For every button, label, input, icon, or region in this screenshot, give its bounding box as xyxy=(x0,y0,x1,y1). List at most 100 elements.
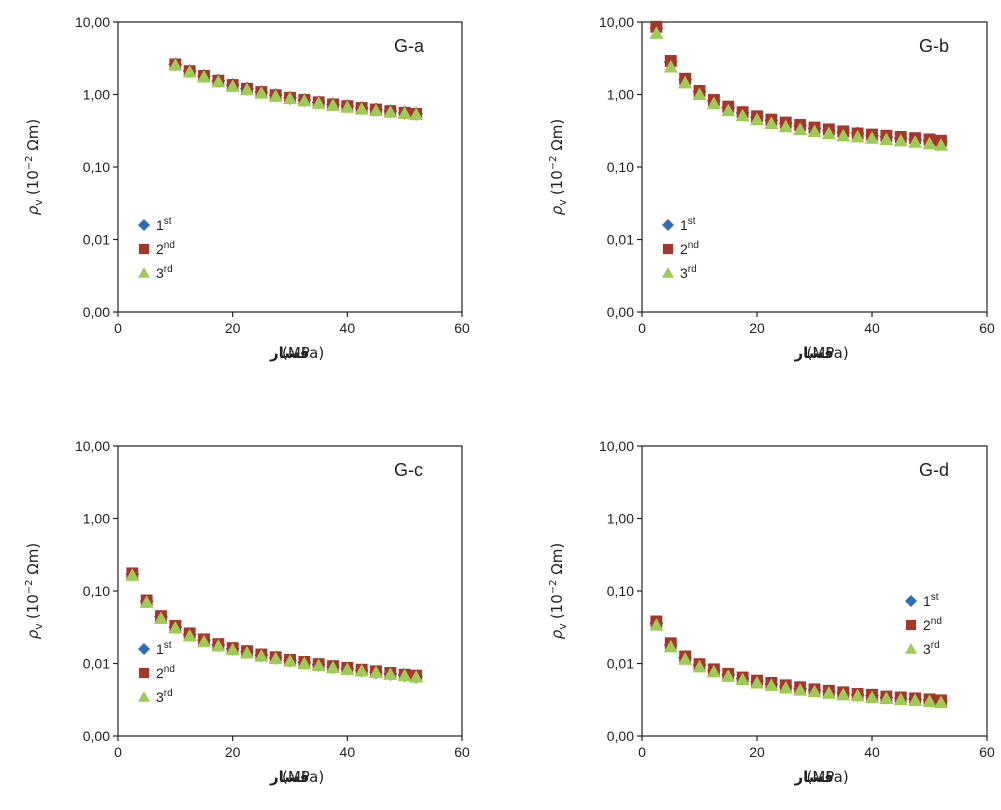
data-point xyxy=(879,691,894,705)
data-point xyxy=(934,138,948,151)
series-3rd xyxy=(649,617,948,709)
data-point xyxy=(821,686,836,699)
data-point xyxy=(369,665,383,679)
data-point xyxy=(182,628,197,642)
data-point xyxy=(211,638,226,652)
legend-label: 3rd xyxy=(156,688,173,705)
y-axis-label: ρv(10−2 Ωm) xyxy=(24,119,45,215)
legend-label: 1st xyxy=(923,592,939,609)
data-point xyxy=(340,100,355,113)
data-point xyxy=(865,131,879,144)
data-point xyxy=(721,669,736,682)
data-point xyxy=(706,96,721,110)
chart-panel-g-a: 10,00 1,00 0,10 0,01 0,000 20 40 60 G-a فشار(MPa)… xyxy=(24,14,470,362)
data-point xyxy=(649,617,664,631)
y-tick-label: 10,00 xyxy=(599,14,634,30)
data-point xyxy=(340,662,355,675)
data-point xyxy=(354,102,369,115)
data-point xyxy=(297,93,312,107)
x-tick-label: 40 xyxy=(864,320,880,336)
panel-label: G-b xyxy=(919,36,949,56)
data-point xyxy=(692,87,707,101)
x-tick-label: 0 xyxy=(114,744,122,760)
data-point xyxy=(836,687,851,701)
data-point xyxy=(663,639,678,653)
data-point xyxy=(850,129,865,143)
legend-label: 2nd xyxy=(680,240,699,257)
panel-label: G-c xyxy=(394,460,423,480)
data-point xyxy=(778,119,793,133)
data-point xyxy=(297,656,312,670)
data-point xyxy=(225,642,240,656)
data-point xyxy=(778,680,793,694)
data-point xyxy=(168,58,183,71)
data-point xyxy=(397,668,412,682)
data-point xyxy=(211,74,226,88)
chart-panel-g-c: 10,00 1,00 0,10 0,01 0,000 20 40 60 G-c فشار(MPa)… xyxy=(24,438,470,786)
data-point xyxy=(735,108,750,122)
y-axis-label: ρv(10−2 Ωm) xyxy=(548,119,569,215)
data-point xyxy=(922,694,937,708)
legend-label: 1st xyxy=(680,216,696,233)
x-axis-label-unit: (MPa) xyxy=(807,768,849,786)
data-point xyxy=(197,69,211,83)
series-3rd xyxy=(125,568,424,683)
data-point xyxy=(354,663,369,677)
x-tick-label: 20 xyxy=(225,744,241,760)
legend-label: 3rd xyxy=(680,264,697,281)
data-point xyxy=(197,634,211,648)
data-point xyxy=(922,136,937,150)
legend-label: 1st xyxy=(156,216,172,233)
legend-label: 3rd xyxy=(923,640,940,657)
data-point xyxy=(836,128,851,142)
legend-marker xyxy=(662,243,674,255)
x-tick-label: 0 xyxy=(114,320,122,336)
data-point xyxy=(865,690,879,704)
x-tick-label: 40 xyxy=(340,744,356,760)
data-point xyxy=(409,670,424,683)
y-tick-label: 1,00 xyxy=(83,511,110,527)
legend-marker xyxy=(905,595,917,607)
y-tick-label: 0,01 xyxy=(607,232,634,248)
data-point xyxy=(168,620,183,634)
y-tick-label: 1,00 xyxy=(607,511,634,527)
y-tick-label: 0,00 xyxy=(607,304,634,320)
y-tick-label: 0,10 xyxy=(607,583,634,599)
x-axis-label-fa: فشار xyxy=(269,768,309,786)
x-axis-label-unit: (MPa) xyxy=(807,344,849,362)
y-tick-label: 10,00 xyxy=(75,438,110,454)
y-tick-label: 0,01 xyxy=(607,656,634,672)
chart-panel-g-d: 10,00 1,00 0,10 0,01 0,000 20 40 60 G-d فشار(MPa)… xyxy=(548,438,995,786)
legend-marker xyxy=(905,643,917,654)
x-tick-label: 60 xyxy=(454,744,470,760)
data-point xyxy=(908,135,923,148)
data-point xyxy=(879,132,894,146)
data-point xyxy=(893,133,908,147)
data-point xyxy=(268,651,283,665)
y-tick-label: 0,01 xyxy=(83,656,110,672)
data-point xyxy=(240,82,254,96)
x-axis-label-fa: فشار xyxy=(269,344,309,362)
data-point xyxy=(154,611,168,624)
x-tick-label: 0 xyxy=(638,744,646,760)
y-tick-label: 0,01 xyxy=(83,232,110,248)
data-point xyxy=(750,112,764,126)
data-point xyxy=(254,85,269,99)
legend: 1st 2nd 3rd xyxy=(905,592,942,657)
x-axis-label-unit: (MPa) xyxy=(282,768,324,786)
data-point xyxy=(706,664,721,678)
legend-marker xyxy=(138,643,150,655)
data-point xyxy=(409,107,424,121)
data-point xyxy=(311,658,326,672)
data-point xyxy=(383,667,398,680)
y-axis-label: ρv(10−2 Ωm) xyxy=(24,543,45,639)
legend-marker xyxy=(138,267,150,278)
data-point xyxy=(326,660,340,674)
data-point xyxy=(678,652,693,665)
y-tick-label: 0,10 xyxy=(83,159,110,175)
data-point xyxy=(692,659,707,673)
data-point xyxy=(326,98,340,111)
data-point xyxy=(821,126,836,140)
legend-marker xyxy=(662,267,674,278)
